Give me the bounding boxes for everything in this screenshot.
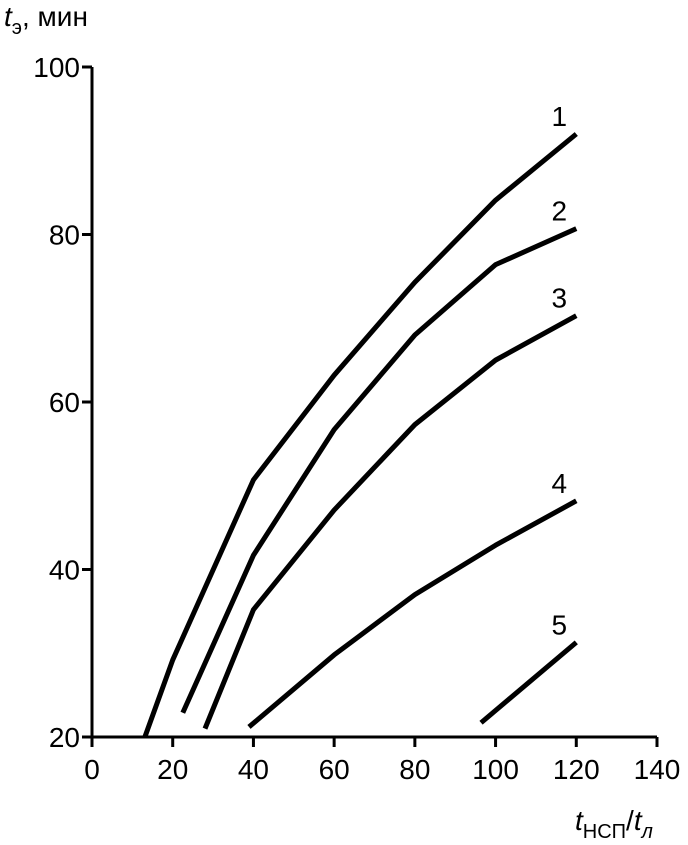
y-tick-label: 40 [49,555,80,586]
series-label: 4 [551,468,567,499]
series-line [247,498,578,729]
y-tick-label: 80 [49,220,80,251]
series-line [479,640,578,725]
x-label-subscript2: л [641,821,653,843]
x-tick-label: 40 [238,754,269,785]
x-tick-label: 0 [84,754,100,785]
x-label-slash: / [626,805,634,836]
y-tick-label: 60 [49,387,80,418]
x-label-subscript: НСП [583,821,626,843]
series-line [202,313,578,730]
x-tick-label: 20 [157,754,188,785]
y-label-unit: , мин [22,1,88,32]
series-label: 5 [551,609,567,640]
x-tick-label: 140 [634,754,681,785]
series-line [142,132,578,738]
series-label: 3 [551,283,567,314]
y-axis-label: tэ, мин [4,1,88,39]
x-label-symbol: t [575,805,584,836]
y-tick-label: 100 [33,52,80,83]
x-label-symbol2: t [634,805,643,836]
y-label-symbol: t [4,1,13,32]
series-label: 2 [551,196,567,227]
x-tick-label: 100 [472,754,519,785]
x-axis-label: tНСП/tл [575,805,653,843]
x-tick-label: 60 [319,754,350,785]
series-line [180,226,578,714]
x-tick-label: 120 [553,754,600,785]
series-label: 1 [551,101,567,132]
y-tick-label: 20 [49,722,80,753]
y-label-subscript: э [12,17,22,39]
x-tick-label: 80 [399,754,430,785]
